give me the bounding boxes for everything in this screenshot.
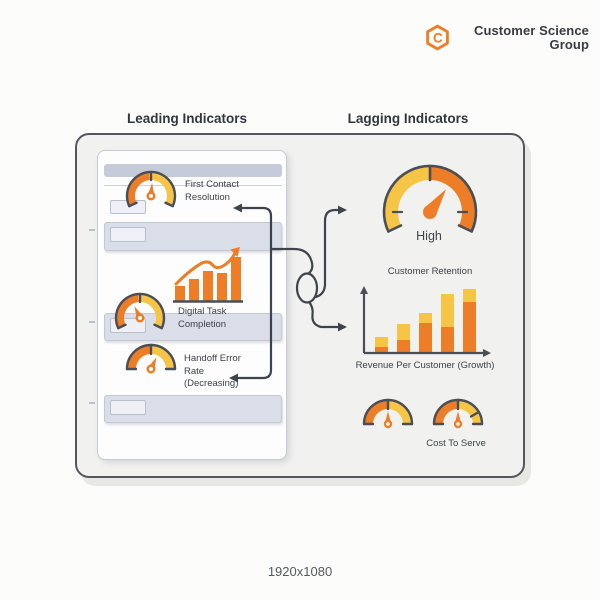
bar-segment xyxy=(397,324,410,340)
cost-to-serve-label: Cost To Serve xyxy=(426,438,486,449)
trend-line xyxy=(174,251,237,286)
lagging-indicators-title: Lagging Indicators xyxy=(347,111,469,126)
retention-gauge-value: High xyxy=(416,229,442,243)
gauge-cost-to-serve-right-icon xyxy=(432,398,484,429)
brand-name-line2: Group xyxy=(549,37,589,52)
gauge-digital-task-completion-icon xyxy=(114,292,166,330)
card-divider xyxy=(104,185,282,186)
placeholder-box xyxy=(110,400,146,415)
bar-segment xyxy=(231,257,241,301)
bar-segment xyxy=(217,273,227,301)
resolution-caption: 1920x1080 xyxy=(267,564,333,579)
bar-segment xyxy=(419,313,432,323)
bar-segment xyxy=(419,323,432,353)
brand-logo: C Customer Science Group xyxy=(424,24,589,52)
hexagon-c-logo-icon: C xyxy=(426,24,449,51)
leading-indicators-title: Leading Indicators xyxy=(126,111,248,126)
bar-segment xyxy=(375,337,388,347)
kpi-label-digital-task-completion: Digital Task Completion xyxy=(178,306,227,330)
gauge-handoff-error-rate-icon xyxy=(125,343,177,374)
revenue-per-customer-chart xyxy=(360,286,491,357)
gauge-first-contact-resolution-icon xyxy=(125,170,177,208)
logo-letter: C xyxy=(433,30,443,45)
gauge-cost-to-serve-left-icon xyxy=(362,398,414,429)
brand-name-line1: Customer Science xyxy=(473,23,589,38)
bar-segment xyxy=(175,286,185,301)
placeholder-box xyxy=(110,227,146,242)
bar-segment xyxy=(441,327,454,353)
digital-task-mini-chart xyxy=(173,247,243,303)
bar-segment xyxy=(463,302,476,353)
customer-retention-label: Customer Retention xyxy=(387,266,473,277)
kpi-label-handoff-error-rate: Handoff Error Rate (Decreasing) xyxy=(184,353,241,389)
bar-segment xyxy=(441,294,454,327)
gauge-customer-retention-icon xyxy=(382,164,478,233)
bar-segment xyxy=(463,289,476,302)
bar-segment xyxy=(203,271,213,301)
kpi-row xyxy=(104,395,282,423)
bar-segment xyxy=(397,340,410,353)
brand-name: Customer Science Group xyxy=(455,24,589,52)
bars xyxy=(375,289,476,353)
kpi-label-first-contact-resolution: First Contact Resolution xyxy=(185,179,239,203)
x-axis-arrowhead-icon xyxy=(483,349,491,357)
leading-kpi-card: First Contact Resolution Digital Task Co… xyxy=(97,150,287,460)
y-axis-arrowhead-icon xyxy=(360,286,368,294)
revenue-per-customer-label: Revenue Per Customer (Growth) xyxy=(355,360,495,371)
bar-segment xyxy=(375,347,388,353)
bar-segment xyxy=(189,279,199,301)
